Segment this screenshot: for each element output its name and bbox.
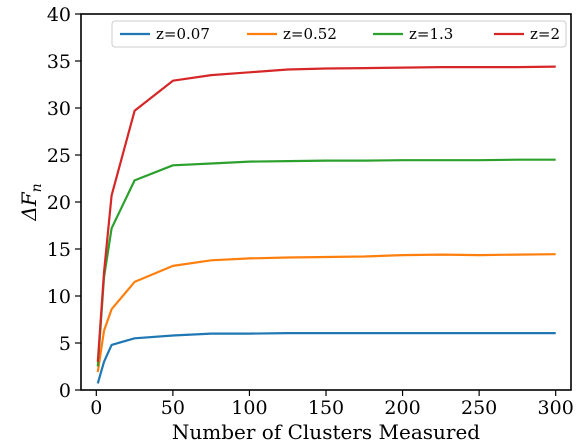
series-line-3 [96, 65, 556, 362]
legend-label-2: z=1.3 [409, 25, 453, 43]
x-tick-label: 50 [161, 397, 185, 419]
x-axis-title: Number of Clusters Measured [172, 420, 480, 444]
legend-box [111, 20, 567, 48]
x-tick-label: 150 [308, 397, 344, 419]
x-tick-label: 200 [384, 397, 420, 419]
y-axis-title: ΔFn [17, 183, 45, 221]
x-tick-label: 100 [231, 397, 267, 419]
y-tick-label: 15 [47, 239, 71, 261]
series-line-1 [96, 253, 556, 373]
legend-label-3: z=2 [530, 25, 560, 43]
legend-label-1: z=0.52 [283, 25, 337, 43]
y-tick-label: 25 [47, 145, 71, 167]
y-tick-label: 35 [47, 51, 71, 73]
legend-label-0: z=0.07 [156, 25, 210, 43]
y-tick-label: 40 [47, 4, 71, 26]
series-line-2 [96, 158, 556, 367]
x-tick-label: 0 [90, 397, 102, 419]
series-line-0 [96, 332, 556, 384]
plot-area [81, 14, 571, 390]
series-layer [96, 65, 556, 384]
x-tick-label: 300 [538, 397, 574, 419]
svg-text:ΔFn: ΔFn [17, 183, 45, 221]
y-axis-title-subscript: n [29, 183, 45, 192]
axes-layer: 0 50 100 150 200 250 300 0 5 10 15 20 25 30 35 40 [47, 4, 574, 419]
y-tick-label: 0 [59, 380, 71, 402]
y-axis-title-main: ΔF [17, 191, 41, 221]
legend: z=0.07 z=0.52 z=1.3 z=2 [111, 20, 567, 48]
y-tick-label: 30 [47, 98, 71, 120]
y-tick-label: 10 [47, 286, 71, 308]
y-tick-label: 20 [47, 192, 71, 214]
x-tick-label: 250 [461, 397, 497, 419]
y-tick-label: 5 [59, 333, 71, 355]
